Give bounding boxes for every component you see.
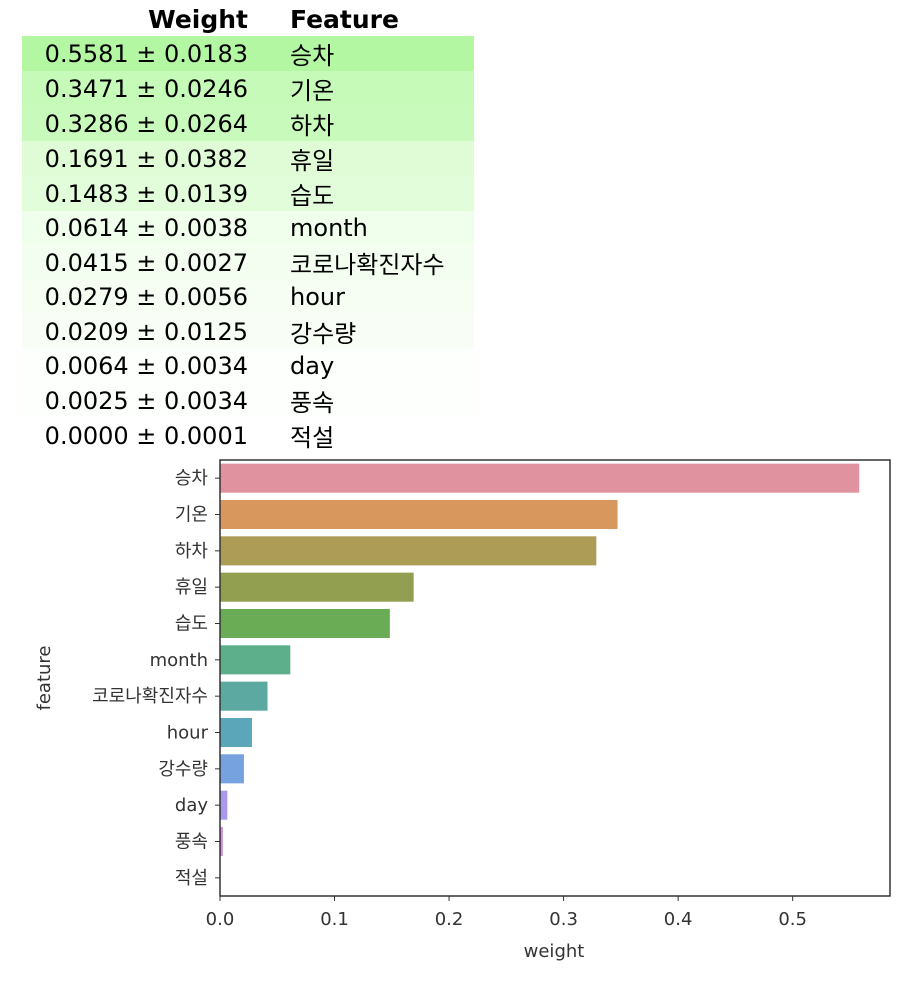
x-tick-label: 0.2 [435,909,464,930]
x-tick-label: 0.3 [549,909,578,930]
bar-8 [220,754,244,784]
x-axis-title: weight [524,941,585,962]
feature-cell: day [290,352,335,380]
feature-cell: 코로나확진자수 [290,251,445,279]
x-tick-label: 0.4 [664,909,693,930]
bar-0 [220,463,860,493]
bar-7 [220,717,252,748]
weight-cell: 0.0000 ± 0.0001 [44,421,248,450]
weight-cell: 0.3286 ± 0.0264 [44,109,248,138]
table-header-row: Weight Feature [22,2,474,36]
y-tick-label: month [150,650,208,671]
table-row: 0.1483 ± 0.0139 습도 [22,176,474,211]
weight-column-header: Weight [148,4,248,34]
weight-cell: 0.0279 ± 0.0056 [44,283,248,311]
y-tick-label: 하차 [175,541,209,562]
table-row: 0.0064 ± 0.0034 day [22,349,474,383]
weight-cell: 0.1483 ± 0.0139 [44,179,248,208]
table-row: 0.0025 ± 0.0034 풍속 [22,383,474,418]
table-row: 0.1691 ± 0.0382 휴일 [22,141,474,176]
bar-6 [220,681,268,711]
y-tick-label: day [175,795,208,816]
table-row: 0.0209 ± 0.0125 강수량 [22,314,474,349]
feature-cell: 기온 [290,77,335,105]
weight-cell: 0.0415 ± 0.0027 [44,248,248,277]
bar-10 [220,826,223,857]
feature-column-header: Feature [290,4,399,34]
y-tick-label: 습도 [175,614,208,635]
feature-cell: 휴일 [290,147,335,175]
feature-cell: 하차 [290,112,335,140]
y-tick-label: 휴일 [175,577,208,598]
bar-4 [220,608,390,639]
weight-cell: 0.0064 ± 0.0034 [44,352,248,380]
bars-group [220,463,860,857]
bar-9 [220,790,228,820]
feature-cell: month [290,214,368,242]
weight-cell: 0.1691 ± 0.0382 [44,144,248,173]
weight-cell: 0.0025 ± 0.0034 [44,386,248,415]
weight-cell: 0.0614 ± 0.0038 [44,214,248,242]
y-tick-label: hour [167,723,209,744]
x-tick-label: 0.1 [320,909,349,930]
x-tick-label: 0.5 [778,909,807,930]
bar-1 [220,499,618,530]
table-body: 0.5581 ± 0.0183 승차 0.3471 ± 0.0246 기온 0.3286… [22,36,474,453]
y-tick-label: 풍속 [175,832,208,853]
y-tick-label: 코로나확진자수 [92,686,208,707]
feature-cell: 풍속 [290,389,335,417]
y-tick-label: 기온 [175,505,208,526]
weight-cell: 0.5581 ± 0.0183 [44,39,248,68]
y-tick-label: 적설 [175,868,208,889]
feature-cell: 습도 [290,182,335,210]
feature-cell: 승차 [290,42,335,70]
bar-3 [220,572,414,602]
table-row: 0.5581 ± 0.0183 승차 [22,36,474,71]
y-tick-label: 승차 [175,468,209,489]
weight-cell: 0.0209 ± 0.0125 [44,317,248,346]
bar-5 [220,645,291,675]
feature-cell: 적설 [290,424,335,452]
feature-weights-table: Weight Feature 0.5581 ± 0.0183 승차 0.3471 ±… [22,2,474,453]
table-row: 0.0415 ± 0.0027 코로나확진자수 [22,245,474,280]
plot-frame [219,459,891,897]
table-row: 0.0000 ± 0.0001 적설 [22,418,474,453]
y-axis-title: feature [34,646,55,711]
y-tick-label: 강수량 [158,759,208,780]
bar-2 [220,536,597,566]
x-tick-labels: 0.0 0.1 0.2 0.3 0.4 0.5 [206,896,807,930]
table-row: 0.0614 ± 0.0038 month [22,211,474,245]
feature-cell: hour [290,283,345,311]
feature-cell: 강수량 [290,320,357,348]
table-row: 0.0279 ± 0.0056 hour [22,280,474,314]
x-tick-label: 0.0 [206,909,235,930]
table-row: 0.3286 ± 0.0264 하차 [22,106,474,141]
weight-cell: 0.3471 ± 0.0246 [44,74,248,103]
table-row: 0.3471 ± 0.0246 기온 [22,71,474,106]
